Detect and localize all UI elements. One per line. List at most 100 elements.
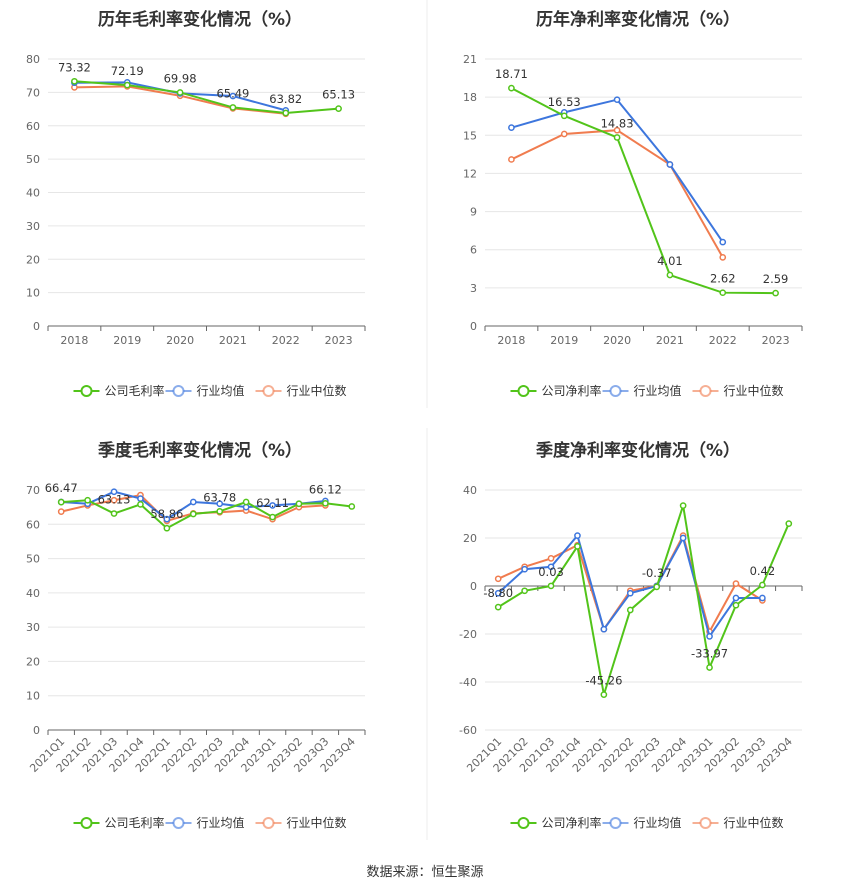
- y-tick-label: 40: [463, 484, 477, 497]
- y-tick-label: 30: [26, 621, 40, 634]
- chart-1: 历年毛利率变化情况（%） 0 10 20 30 40 50 60 70 80 2018 2019 202…: [26, 9, 366, 398]
- data-point: [71, 77, 78, 85]
- data-label: 2.62: [710, 272, 736, 286]
- data-label: 65.49: [216, 86, 249, 100]
- data-point: [521, 565, 528, 573]
- data-point: [679, 502, 687, 509]
- legend-label: 公司净利率: [542, 815, 602, 830]
- legend-swatch-marker: [517, 385, 530, 397]
- data-label: -8.80: [483, 586, 513, 600]
- data-point: [613, 134, 621, 141]
- data-point: [335, 105, 342, 112]
- legend-label: 行业中位数: [287, 383, 347, 398]
- y-tick-label: -40: [459, 676, 477, 689]
- legend-item-industry-average: 行业均值: [602, 815, 682, 830]
- series-company: [57, 496, 356, 532]
- data-point: [666, 161, 674, 168]
- y-tick-label: 50: [26, 153, 40, 166]
- series-line: [497, 505, 790, 695]
- data-point: [560, 130, 568, 138]
- data-point: [574, 532, 581, 539]
- data-label: 63.78: [203, 490, 236, 504]
- data-point: [759, 594, 766, 602]
- data-point: [508, 124, 515, 132]
- data-point: [123, 81, 131, 89]
- series-line: [61, 499, 352, 530]
- legend-label: 行业均值: [634, 383, 682, 398]
- x-tick-label: 2018: [60, 334, 88, 347]
- legend-label: 行业均值: [634, 815, 682, 830]
- series-line: [510, 129, 724, 258]
- data-label: 16.53: [548, 95, 581, 109]
- y-tick-label: 40: [26, 187, 40, 200]
- data-label: -33.97: [691, 647, 728, 661]
- y-tick-label: 15: [463, 129, 477, 142]
- data-point: [666, 271, 674, 279]
- data-point: [348, 503, 356, 510]
- legend-item-industry-median: 行业中位数: [692, 383, 784, 398]
- y-tick-label: 0: [470, 320, 477, 333]
- legend-swatch-marker: [172, 385, 185, 397]
- data-point: [84, 496, 91, 504]
- y-tick-label: 60: [26, 518, 40, 531]
- legend-item-company: 公司毛利率: [73, 383, 165, 398]
- data-point: [137, 501, 144, 508]
- legend-item-company: 公司净利率: [510, 383, 602, 398]
- x-tick-label: 2023: [762, 334, 790, 347]
- y-tick-label: 6: [470, 244, 477, 257]
- source-note: 数据来源：恒生聚源: [366, 865, 484, 880]
- x-tick-label: 2020: [166, 334, 194, 347]
- legend-swatch-marker: [517, 817, 530, 829]
- data-point: [110, 488, 118, 496]
- y-tick-label: 9: [470, 206, 477, 219]
- data-point: [322, 499, 329, 507]
- y-tick-label: -20: [459, 628, 477, 641]
- data-point: [110, 510, 118, 517]
- legend-swatch-marker: [699, 817, 712, 829]
- legend-swatch-marker: [699, 385, 712, 397]
- data-point: [600, 625, 608, 633]
- series-line: [510, 87, 776, 295]
- data-label: -45.26: [585, 674, 622, 688]
- data-point: [732, 594, 740, 602]
- data-point: [494, 589, 502, 597]
- legend-item-industry-average: 行业均值: [602, 383, 682, 398]
- y-tick-label: 0: [470, 580, 477, 593]
- legend-item-industry-median: 行业中位数: [255, 383, 347, 398]
- legend-item-company: 公司毛利率: [73, 815, 165, 830]
- data-label: 73.32: [58, 60, 91, 74]
- legend-swatch-marker: [609, 385, 622, 397]
- data-label: 4.01: [657, 254, 683, 268]
- series-company: [508, 84, 779, 297]
- data-point: [706, 664, 713, 671]
- data-point: [719, 289, 727, 297]
- y-tick-label: 70: [26, 484, 40, 497]
- data-point: [229, 92, 237, 100]
- data-point: [785, 520, 793, 527]
- chart-title: 季度净利率变化情况（%）: [536, 440, 740, 461]
- legend-item-industry-average: 行业均值: [165, 383, 245, 398]
- y-tick-label: 3: [470, 282, 477, 295]
- data-label: 63.82: [269, 92, 302, 106]
- data-point: [229, 104, 237, 111]
- chart-title: 历年毛利率变化情况（%）: [98, 9, 302, 30]
- data-point: [653, 583, 661, 591]
- data-point: [759, 581, 766, 589]
- data-label: 14.83: [601, 116, 634, 130]
- x-tick-label: 2018: [497, 334, 525, 347]
- legend-item-industry-median: 行业中位数: [692, 815, 784, 830]
- data-point: [719, 253, 727, 261]
- y-tick-label: 0: [33, 320, 40, 333]
- y-tick-label: 10: [26, 287, 40, 300]
- data-label: 66.12: [309, 482, 342, 496]
- y-tick-label: 60: [26, 120, 40, 133]
- data-point: [560, 112, 568, 120]
- legend-label: 公司毛利率: [105, 383, 165, 398]
- y-tick-label: 40: [26, 587, 40, 600]
- data-point: [547, 555, 555, 562]
- legend-swatch-marker: [80, 385, 93, 397]
- legend-label: 行业中位数: [724, 815, 784, 830]
- chart-2: 历年净利率变化情况（%） 0 3 6 9 12 15 18 21 2018 2019 2020 2021…: [463, 9, 803, 398]
- y-tick-label: 12: [463, 167, 477, 180]
- data-point: [494, 603, 502, 611]
